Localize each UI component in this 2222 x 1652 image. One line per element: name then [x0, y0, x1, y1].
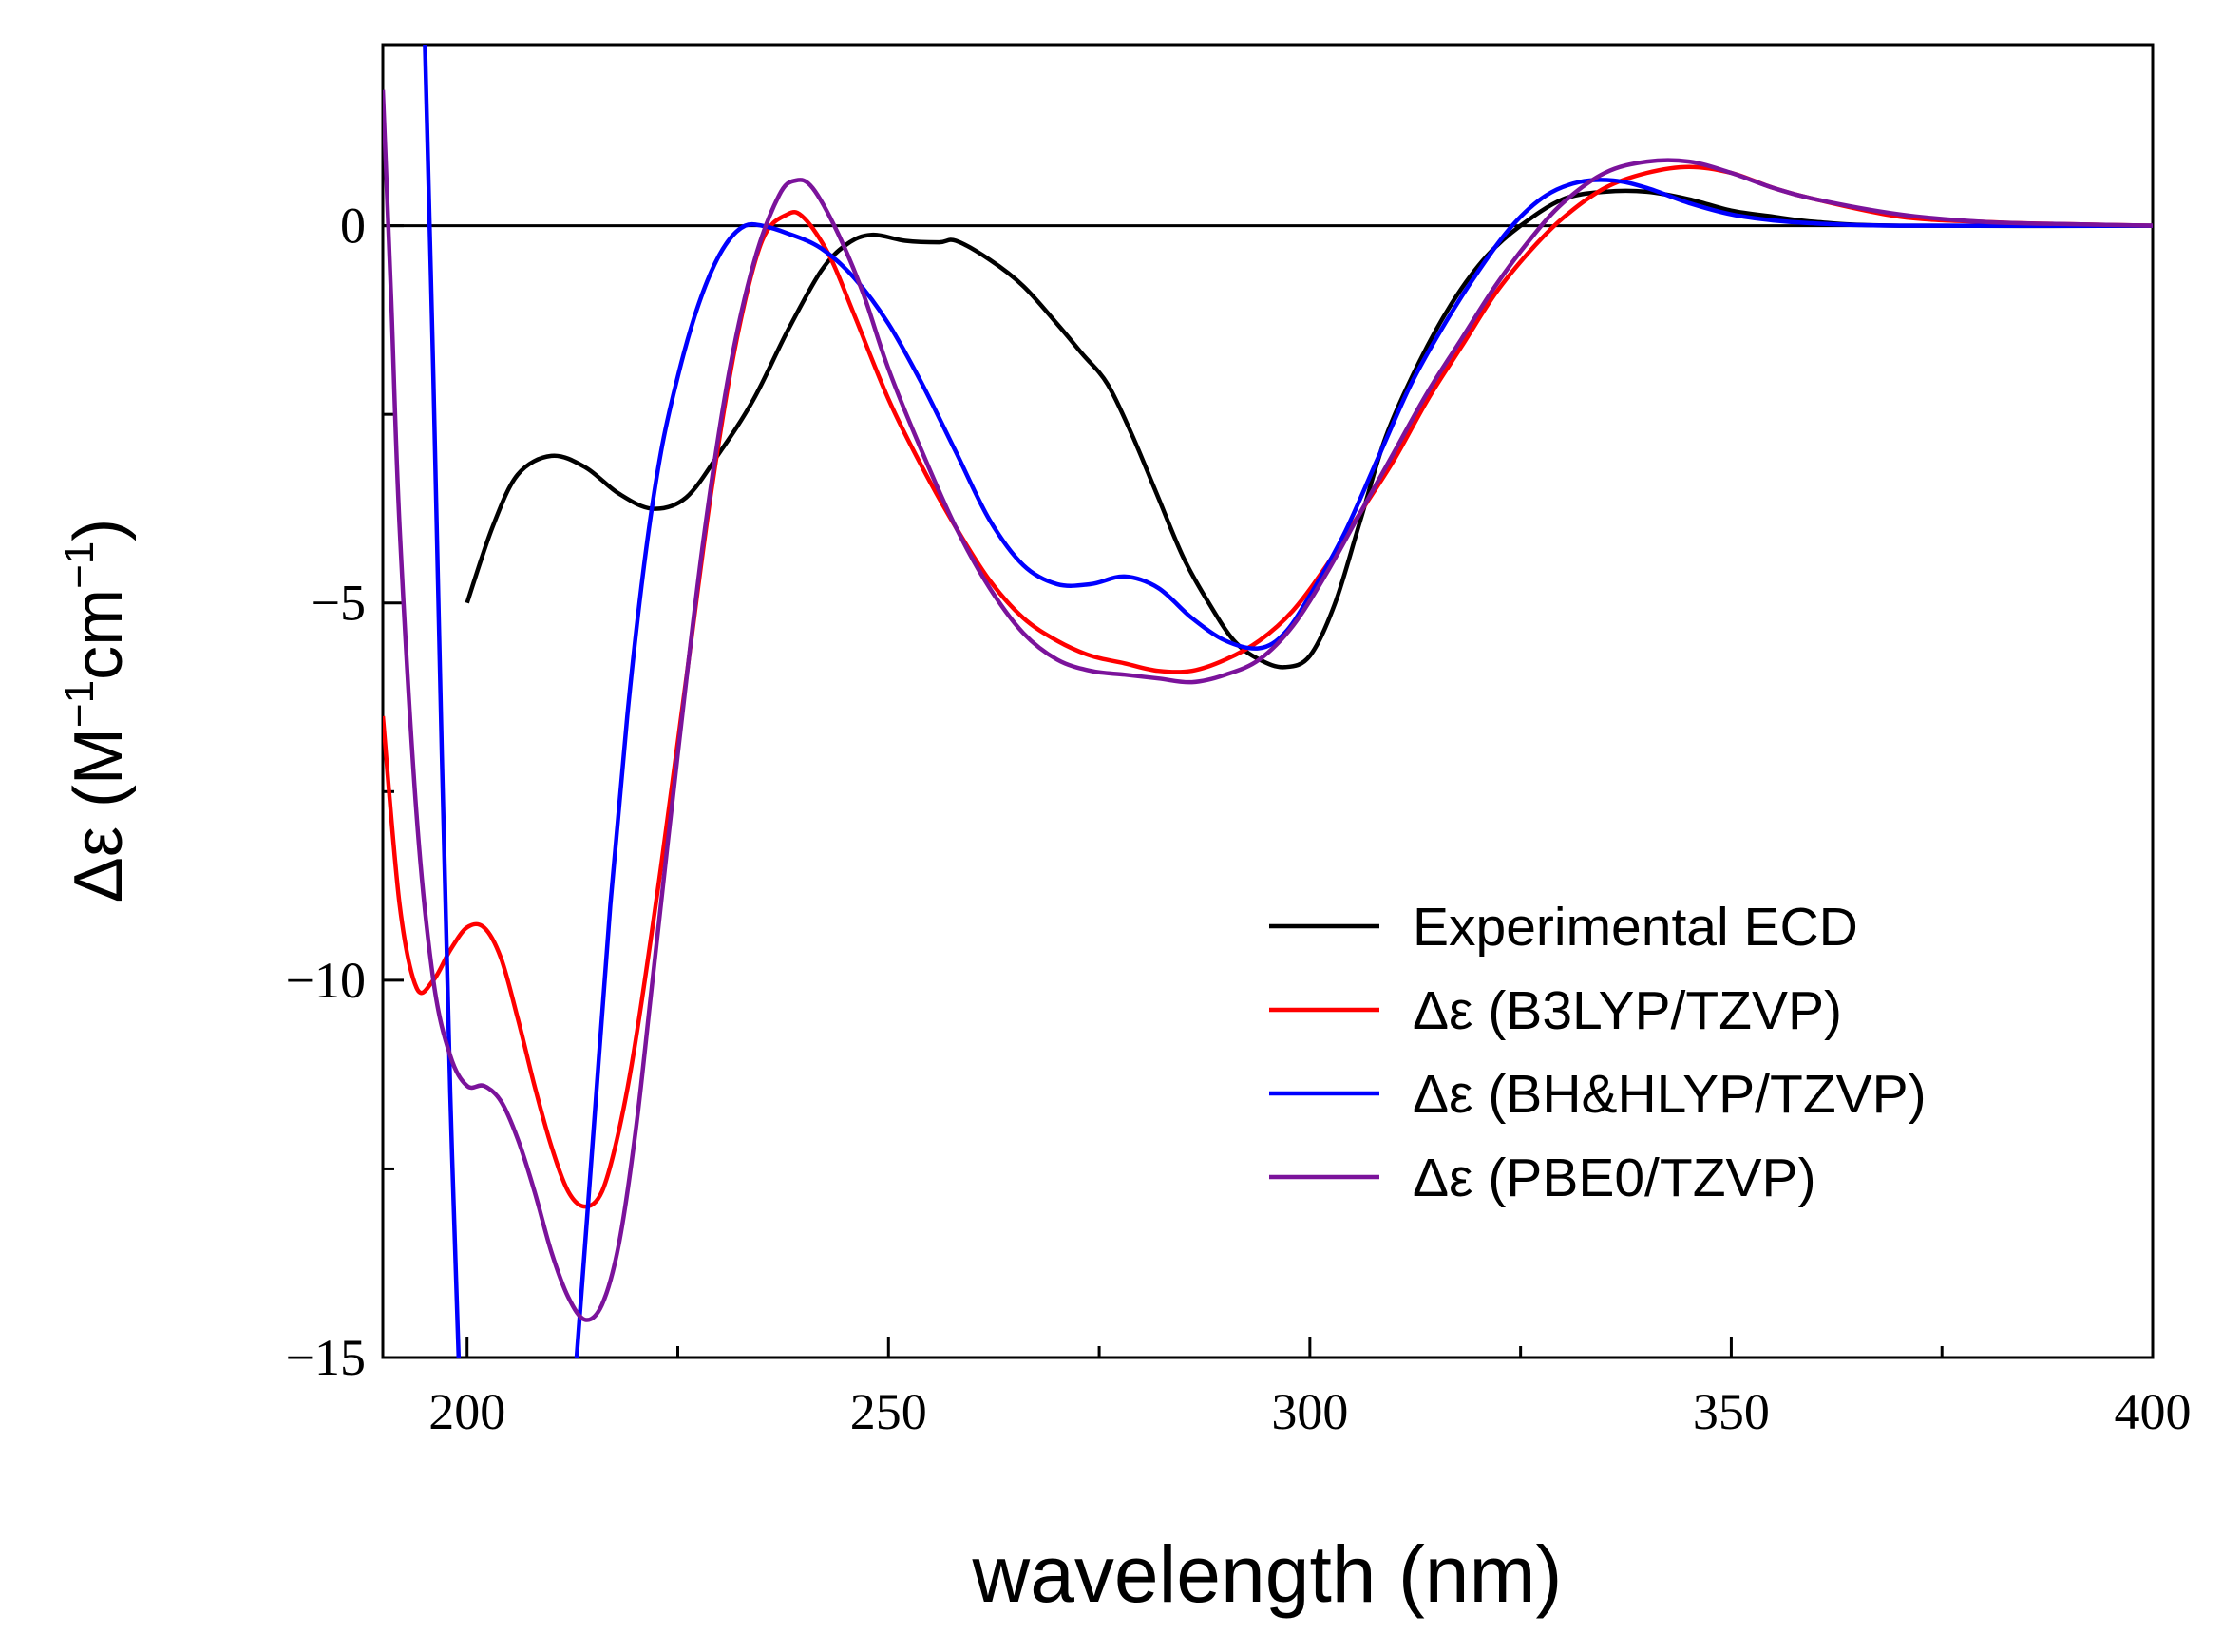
- y-axis-ticks: 0 −5 −10 −15: [286, 198, 404, 1386]
- x-tick-label: 400: [2115, 1383, 2192, 1440]
- legend-label-b3lyp-tzvp: Δε (B3LYP/TZVP): [1413, 980, 1842, 1041]
- y-axis-title: Δε (M−1cm−1): [56, 519, 137, 902]
- legend-label-experimental-ecd: Experimental ECD: [1413, 897, 1858, 958]
- legend-label-bh-hlyp-tzvp: Δε (BH&HLYP/TZVP): [1413, 1064, 1927, 1125]
- y-axis-title-sup1: −1: [56, 680, 103, 728]
- y-axis-title-main: Δε (M: [61, 728, 137, 902]
- y-tick-label: −5: [312, 575, 366, 632]
- series-line-bh-hlyp-tzvp-segment-2: [574, 178, 2153, 1358]
- legend: Experimental ECD Δε (B3LYP/TZVP) Δε (BH&HL…: [1269, 897, 1927, 1208]
- plot-frame: [381, 43, 2155, 1359]
- x-tick-label: 250: [850, 1383, 927, 1440]
- x-tick-label: 300: [1271, 1383, 1348, 1440]
- y-tick-label: −10: [286, 952, 366, 1009]
- series-line-pbe0-tzvp: [383, 89, 2153, 1322]
- x-tick-label: 350: [1693, 1383, 1770, 1440]
- y-tick-label: 0: [340, 198, 366, 255]
- series-line-b3lyp-tzvp: [383, 164, 2153, 1209]
- y-tick-label: −15: [286, 1329, 366, 1386]
- y-axis-title-end: ): [61, 519, 137, 541]
- x-axis-ticks: 200 250 300 350 400: [428, 1337, 2192, 1440]
- y-axis-title-mid: cm: [61, 589, 137, 680]
- x-tick-label: 200: [428, 1383, 505, 1440]
- series-layer: [383, 45, 2153, 1358]
- series-line-bh-hlyp-tzvp: [423, 45, 462, 1358]
- y-axis-title-sup2: −1: [56, 541, 103, 589]
- x-axis-title: wavelength (nm): [972, 1529, 1563, 1619]
- legend-label-pbe0-tzvp: Δε (PBE0/TZVP): [1413, 1148, 1816, 1208]
